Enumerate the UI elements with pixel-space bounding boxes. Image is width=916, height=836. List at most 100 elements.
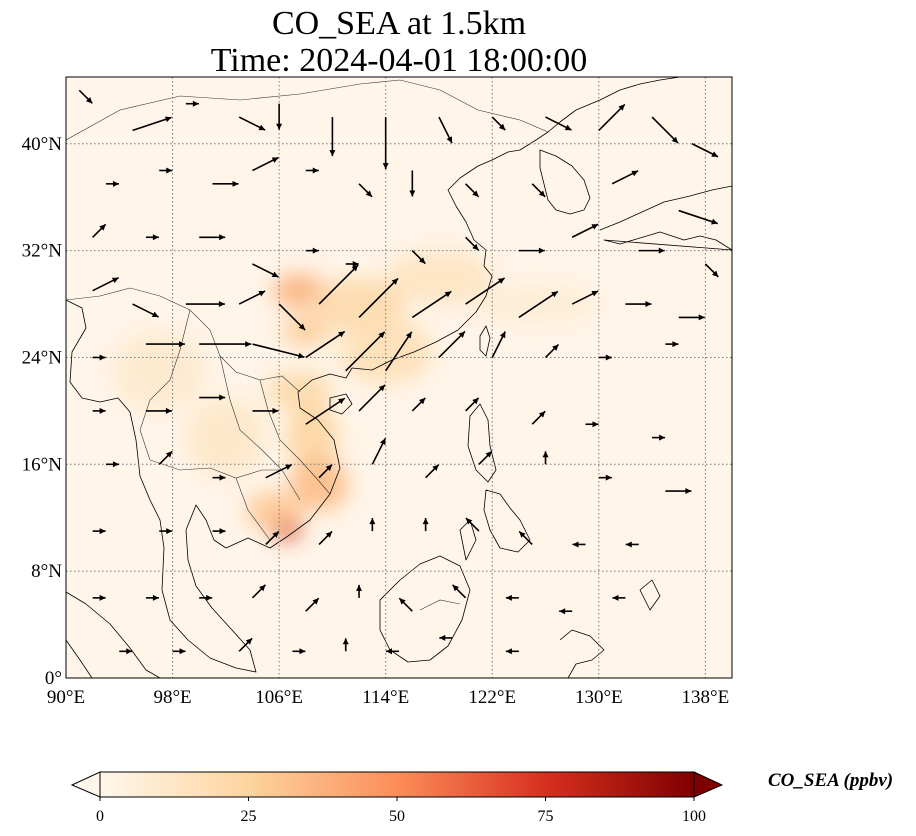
wind-arrow-head: [418, 397, 426, 405]
wind-arrow-head: [391, 278, 399, 285]
wind-arrow: [571, 223, 599, 238]
wind-arrow: [251, 584, 267, 599]
wind-arrow-head: [272, 407, 279, 414]
coastline-korea: [539, 149, 591, 215]
wind-arrow-head: [329, 150, 336, 157]
co-plume: [185, 397, 266, 478]
y-tick-label: 16°N: [22, 454, 63, 475]
wind-arrow-head: [365, 190, 373, 197]
x-tick-label: 98°E: [153, 687, 191, 708]
wind-arrow: [318, 464, 333, 479]
wind-arrow-head: [538, 411, 546, 418]
wind-arrow-head: [711, 270, 719, 277]
wind-arrow-head: [99, 224, 106, 231]
wind-arrow-shaft: [345, 331, 386, 372]
x-tick-label: 138°E: [682, 687, 730, 708]
wind-arrow: [238, 116, 266, 131]
wind-arrow: [252, 343, 305, 359]
wind-arrow: [465, 183, 480, 198]
wind-arrow-head: [552, 344, 559, 351]
wind-arrow: [625, 301, 652, 308]
wind-arrow: [92, 528, 106, 535]
co-plume: [272, 273, 326, 309]
wind-arrow: [265, 463, 293, 479]
colorbar-extend-max: [693, 771, 724, 798]
wind-arrow-head: [219, 394, 226, 401]
wind-arrow-head: [505, 648, 512, 655]
wind-arrow-head: [382, 163, 389, 170]
wind-arrow: [531, 183, 546, 198]
co-plume: [465, 284, 599, 325]
wind-arrow: [638, 247, 665, 254]
wind-arrow: [212, 474, 226, 481]
wind-arrow-head: [658, 247, 665, 254]
wind-arrow: [491, 331, 506, 358]
wind-arrow-head: [259, 584, 266, 592]
co-plume: [285, 404, 340, 471]
y-tick-label: 40°N: [22, 134, 63, 155]
wind-arrow: [252, 407, 279, 414]
coastline-halmahera: [639, 579, 661, 611]
wind-arrow: [119, 648, 133, 655]
wind-arrow: [212, 528, 226, 535]
wind-arrow-head: [485, 451, 492, 458]
wind-arrow: [345, 331, 386, 372]
wind-arrow: [159, 167, 173, 174]
wind-arrow: [411, 290, 452, 319]
wind-arrow: [505, 594, 519, 601]
wind-arrow-head: [299, 648, 306, 655]
wind-arrow: [465, 277, 506, 305]
wind-arrow-head: [498, 123, 506, 131]
wind-arrow-shaft: [598, 103, 626, 131]
wind-arrow-shaft: [132, 116, 172, 132]
wind-arrow-head: [206, 594, 213, 601]
colorbar: 0 25 50 75 100: [70, 771, 724, 825]
wind-arrow-head: [685, 488, 692, 495]
wind-arrow: [252, 263, 279, 278]
wind-arrow: [105, 180, 119, 187]
wind-arrow: [559, 608, 573, 615]
wind-arrow: [422, 518, 429, 532]
wind-arrow: [199, 394, 226, 401]
wind-arrow: [345, 260, 359, 267]
wind-arrow-head: [111, 277, 119, 284]
wind-arrow: [305, 330, 346, 359]
wind-arrow: [545, 116, 572, 131]
wind-arrow: [598, 103, 626, 131]
wind-arrow: [318, 530, 333, 546]
wind-arrow: [92, 223, 107, 238]
wind-arrow-shaft: [358, 277, 399, 318]
wind-arrow: [465, 236, 480, 251]
wind-arrow: [265, 530, 280, 546]
wind-arrow: [491, 116, 506, 131]
wind-arrow-head: [418, 257, 426, 264]
chart-title: CO_SEA at 1.5km: [271, 5, 527, 42]
wind-arrow: [409, 170, 416, 197]
wind-arrow-shaft: [651, 116, 679, 144]
wind-arrow: [371, 437, 387, 465]
coastline-taiwan: [479, 325, 491, 357]
wind-arrow-shaft: [465, 277, 506, 305]
wind-arrow: [172, 648, 186, 655]
wind-arrow-head: [166, 167, 173, 174]
co-plume: [281, 314, 330, 347]
wind-arrow-head: [151, 311, 159, 318]
wind-arrow-head: [672, 341, 679, 348]
wind-arrow-head: [631, 170, 639, 177]
wind-arrow-head: [572, 541, 579, 548]
colorbar-tick-label: 100: [682, 808, 706, 825]
wind-arrow-shaft: [518, 290, 559, 319]
wind-arrow-shaft: [252, 343, 305, 358]
wind-arrow: [542, 451, 549, 465]
wind-arrow-head: [272, 531, 279, 538]
wind-arrow: [439, 634, 453, 641]
wind-arrow-shaft: [385, 331, 413, 372]
wind-arrow-shaft: [318, 264, 359, 305]
wind-arrow: [518, 290, 559, 319]
map-panel: [65, 76, 733, 679]
wind-arrow-head: [192, 100, 199, 107]
wind-arrow-head: [312, 598, 319, 605]
wind-arrow-head: [164, 116, 172, 123]
wind-arrow: [386, 648, 399, 655]
wind-arrow-head: [399, 598, 406, 605]
